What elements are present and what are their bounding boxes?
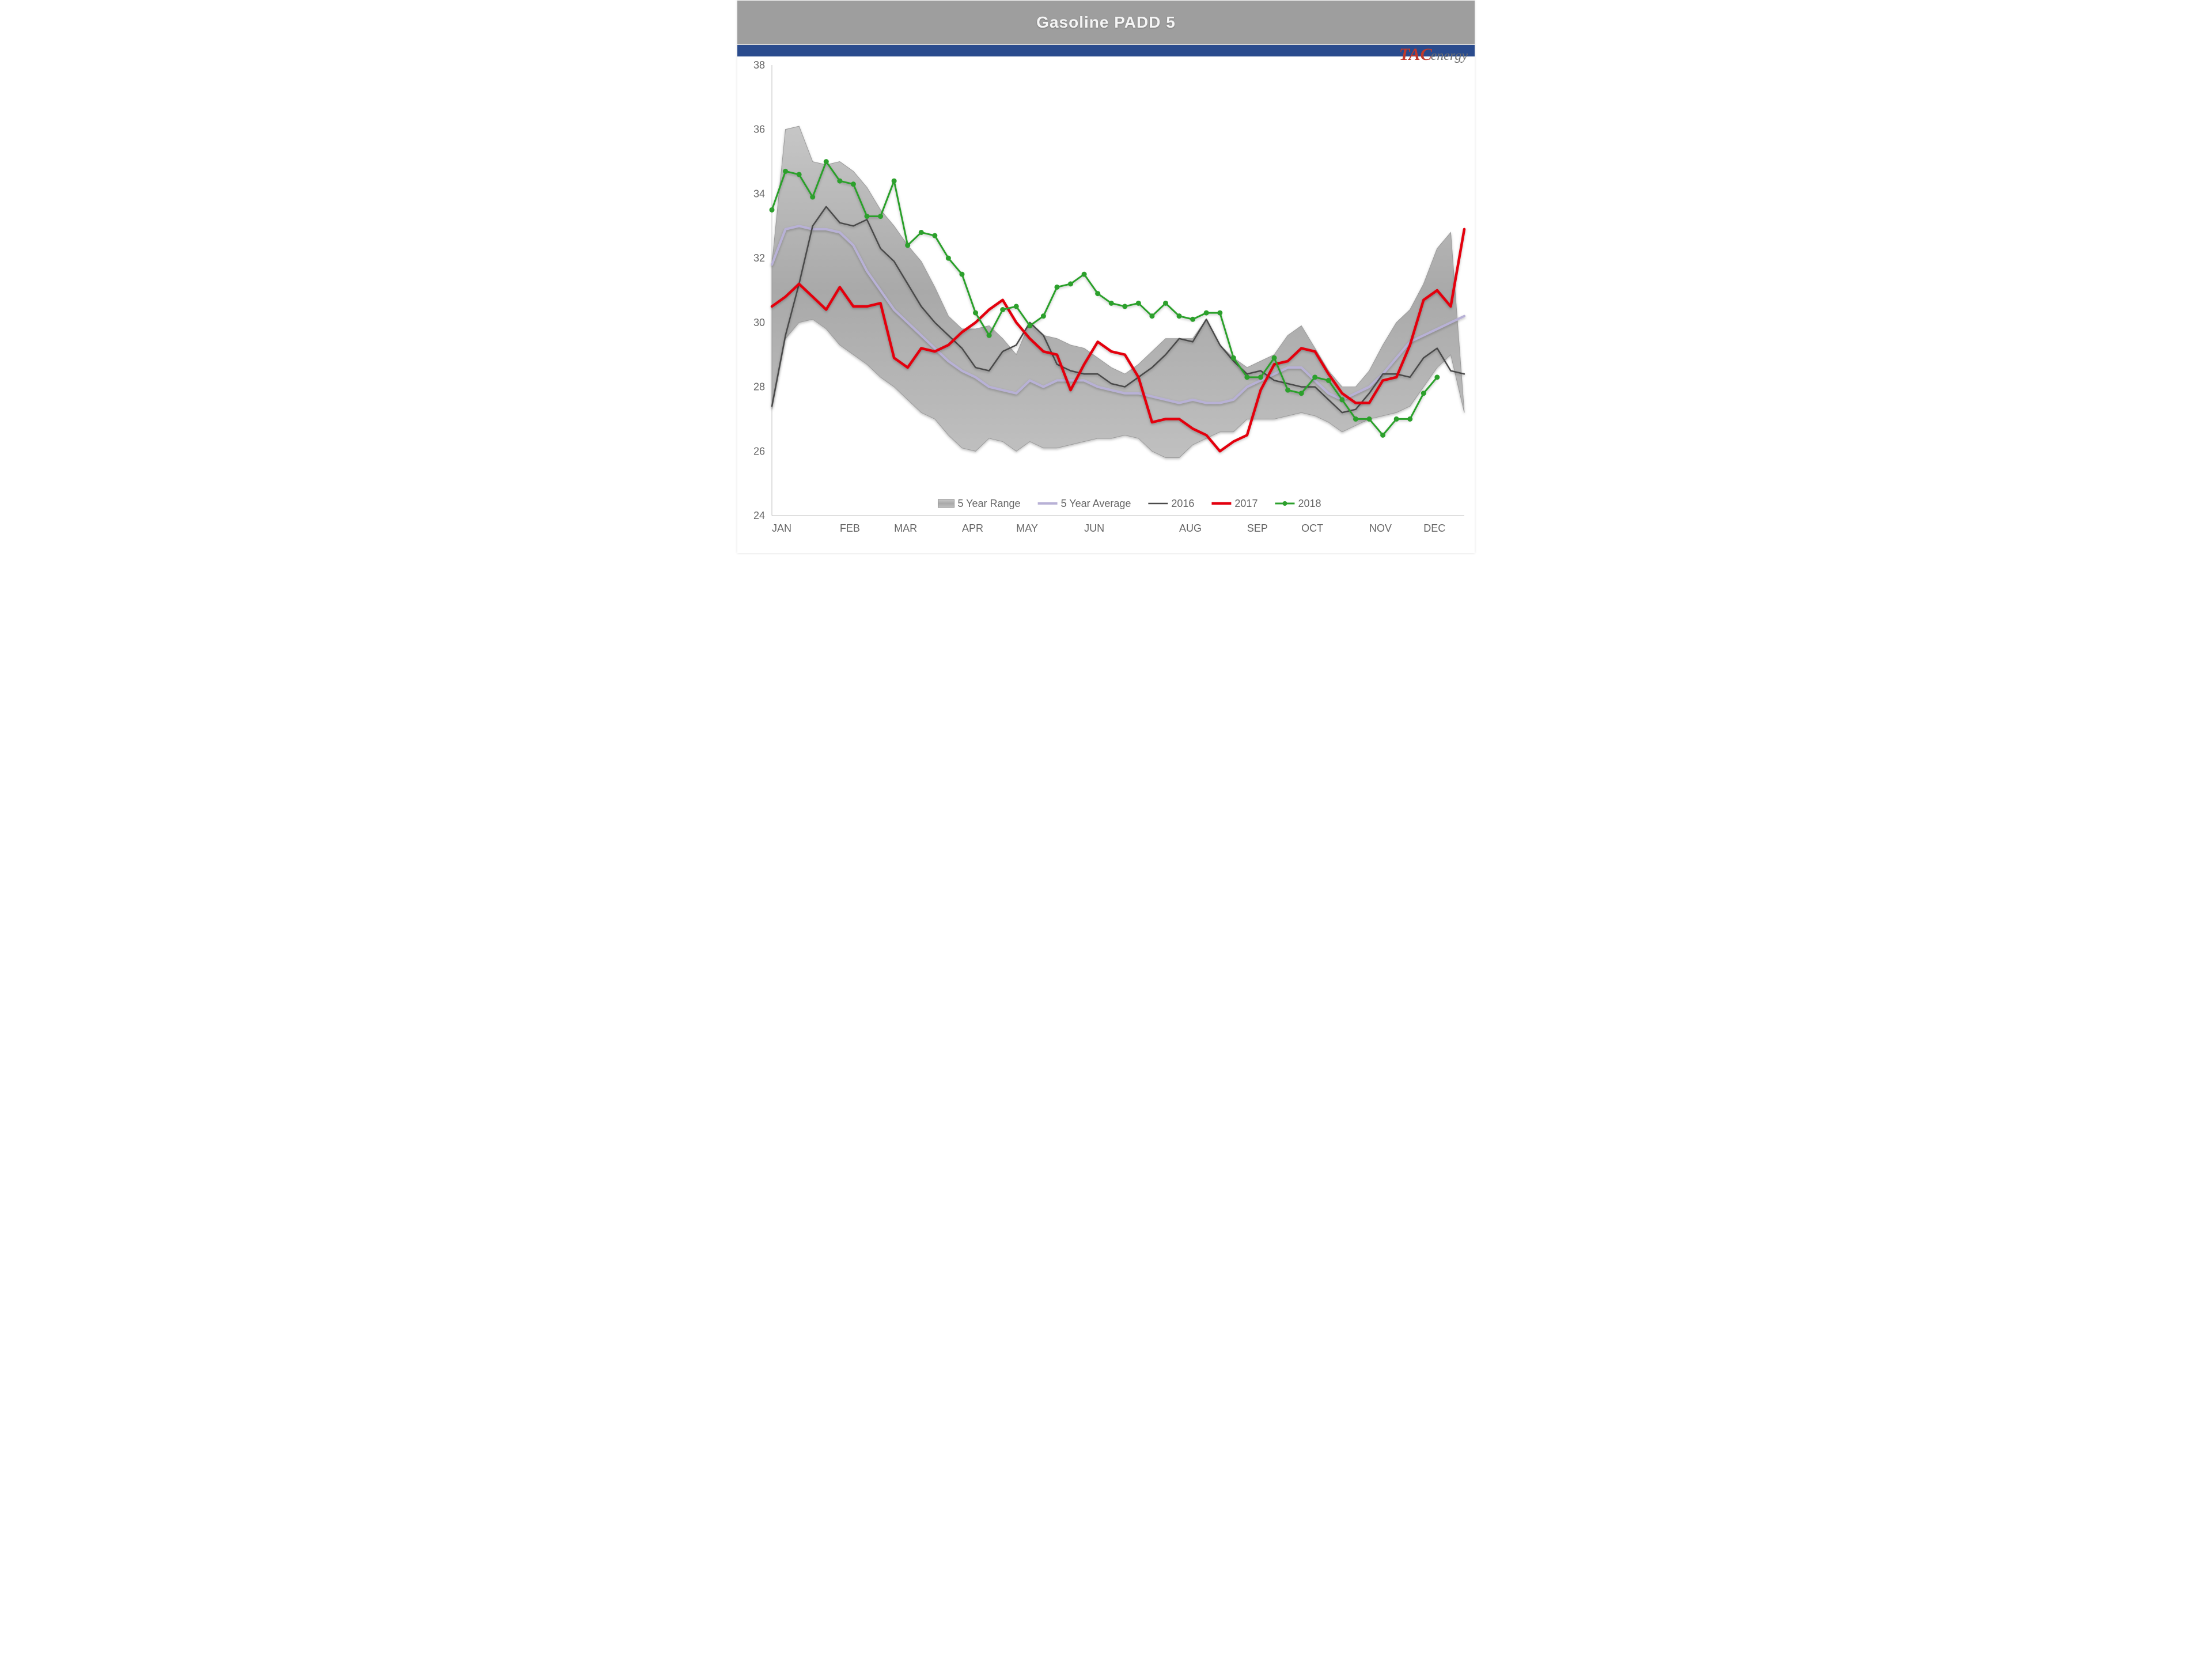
- legend-swatch-band: [938, 499, 954, 507]
- y-tick-label: 26: [753, 445, 765, 457]
- series-marker: [838, 179, 842, 183]
- series-marker: [1191, 317, 1195, 321]
- series-marker: [865, 214, 869, 219]
- range-band: [772, 126, 1464, 457]
- y-tick-label: 34: [753, 188, 765, 199]
- chart-svg: 24 26 28 30 32 34 36 38 JAN FEB MAR APR MAY JUN AUG SEP…: [737, 56, 1475, 553]
- series-marker: [1340, 397, 1344, 402]
- x-tick-label: APR: [962, 522, 983, 534]
- series-marker: [1109, 301, 1113, 305]
- series-marker: [1353, 416, 1358, 421]
- x-tick-label: SEP: [1247, 522, 1268, 534]
- x-tick-label: MAR: [894, 522, 917, 534]
- x-tick-label: JAN: [772, 522, 791, 534]
- series-marker: [1231, 355, 1236, 360]
- accent-strip: [737, 45, 1475, 56]
- series-marker: [1123, 304, 1127, 309]
- series-marker: [810, 195, 815, 199]
- series-marker: [1041, 314, 1046, 319]
- series-marker: [946, 256, 950, 260]
- series-marker: [1245, 375, 1249, 380]
- x-tick-label: FEB: [840, 522, 860, 534]
- series-marker: [1177, 314, 1181, 319]
- series-marker: [1001, 308, 1005, 312]
- y-tick-label: 30: [753, 317, 765, 328]
- series-marker: [1394, 416, 1399, 421]
- series-marker: [1326, 378, 1331, 382]
- legend-label: 2017: [1234, 498, 1257, 509]
- series-marker: [1028, 323, 1032, 328]
- series-marker: [1055, 285, 1059, 289]
- series-marker: [1218, 310, 1222, 315]
- series-marker: [1096, 291, 1100, 296]
- series-marker: [878, 214, 883, 219]
- x-tick-label: DEC: [1423, 522, 1445, 534]
- y-tick-label: 28: [753, 381, 765, 393]
- series-marker: [1421, 391, 1426, 396]
- y-tick-label: 38: [753, 59, 765, 71]
- series-marker: [1299, 391, 1304, 396]
- series-marker: [1408, 416, 1412, 421]
- series-marker: [1286, 388, 1290, 392]
- series-marker: [1150, 314, 1154, 319]
- chart-container: Gasoline PADD 5 TAC energy 24 26 28 30 32 34 3…: [737, 0, 1475, 553]
- x-tick-label: JUN: [1084, 522, 1104, 534]
- series-marker: [1014, 304, 1018, 309]
- series-marker: [824, 160, 828, 164]
- legend-label: 2016: [1171, 498, 1194, 509]
- legend-label: 2018: [1298, 498, 1321, 509]
- x-tick-label: NOV: [1369, 522, 1392, 534]
- series-marker: [974, 310, 978, 315]
- series-marker: [851, 182, 855, 187]
- y-tick-label: 36: [753, 124, 765, 135]
- x-tick-label: MAY: [1016, 522, 1038, 534]
- chart-title-bar: Gasoline PADD 5: [737, 0, 1475, 45]
- series-marker: [987, 333, 991, 338]
- series-marker: [906, 243, 910, 248]
- logo-right: energy: [1431, 48, 1468, 64]
- series-marker: [1082, 272, 1086, 276]
- series-marker: [1204, 310, 1209, 315]
- series-marker: [1069, 282, 1073, 286]
- series-marker: [892, 179, 896, 183]
- series-marker: [1381, 433, 1385, 437]
- x-tick-label: AUG: [1179, 522, 1202, 534]
- y-tick-label: 32: [753, 252, 765, 264]
- series-marker: [960, 272, 964, 276]
- series-marker: [1367, 416, 1372, 421]
- logo-left: TAC: [1399, 45, 1432, 65]
- brand-logo: TAC energy: [1399, 45, 1468, 62]
- series-marker: [1313, 375, 1317, 380]
- series-marker: [1435, 375, 1440, 380]
- legend-swatch-marker: [1282, 501, 1287, 506]
- series-marker: [797, 172, 801, 177]
- series-marker: [933, 233, 937, 238]
- legend-label: 5 Year Average: [1061, 498, 1131, 509]
- x-tick-label: OCT: [1301, 522, 1323, 534]
- series-marker: [1258, 375, 1263, 380]
- series-marker: [1163, 301, 1168, 305]
- series-marker: [1272, 355, 1277, 360]
- legend-label: 5 Year Range: [957, 498, 1020, 509]
- series-marker: [919, 230, 923, 234]
- series-marker: [1136, 301, 1141, 305]
- series-marker: [783, 169, 788, 173]
- y-tick-label: 24: [753, 510, 765, 521]
- chart-title: Gasoline PADD 5: [1036, 13, 1176, 31]
- series-marker: [770, 207, 774, 212]
